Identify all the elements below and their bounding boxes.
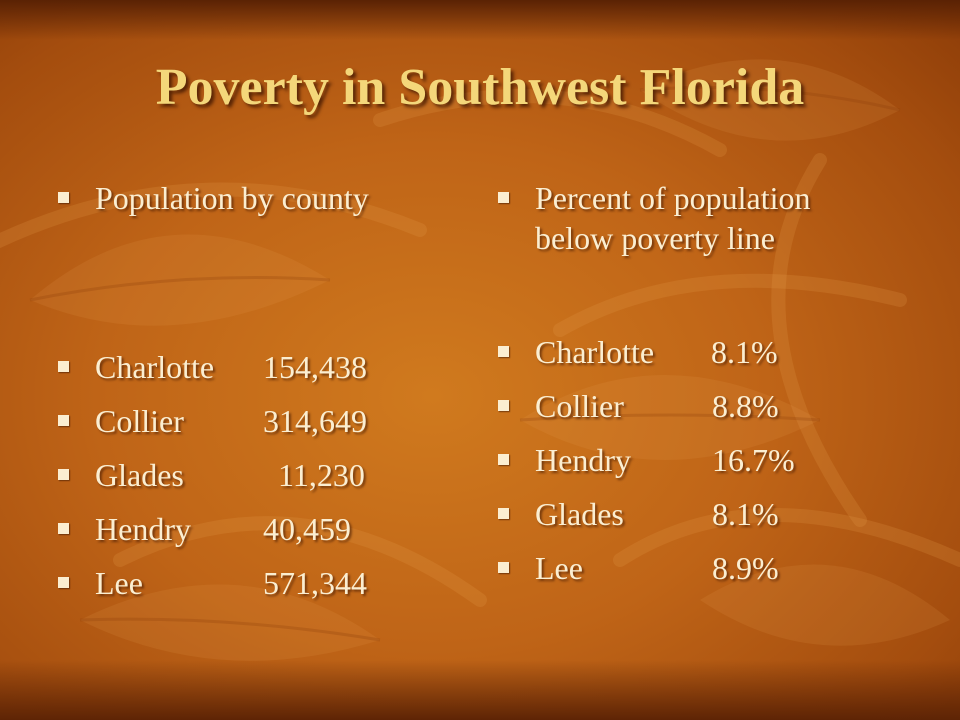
county-name: Charlotte	[535, 334, 655, 370]
poverty-percent: 8.1%	[711, 334, 778, 370]
list-item: Charlotte 8.1%	[498, 325, 778, 379]
list-item: Glades 11,230	[58, 448, 365, 502]
bottom-shadow-band	[0, 660, 960, 720]
population-heading-item: Population by county	[58, 178, 369, 218]
square-bullet-icon	[58, 469, 69, 480]
poverty-percent: 8.8%	[712, 388, 779, 424]
square-bullet-icon	[58, 192, 69, 203]
slide-title: Poverty in Southwest Florida	[155, 59, 805, 116]
square-bullet-icon	[58, 523, 69, 534]
poverty-percent: 8.9%	[712, 550, 779, 586]
list-item: Collier 314,649	[58, 394, 367, 448]
square-bullet-icon	[58, 361, 69, 372]
population-value: 154,438	[263, 349, 367, 385]
county-name: Hendry	[95, 511, 191, 547]
county-name: Collier	[535, 388, 624, 424]
list-item: Glades 8.1%	[498, 487, 779, 541]
list-item: Hendry 16.7%	[498, 433, 795, 487]
population-value: 314,649	[263, 403, 367, 439]
county-name: Hendry	[535, 442, 631, 478]
county-name: Glades	[95, 457, 184, 493]
poverty-list: Charlotte 8.1% Collier 8.8% Hendry 16.7%…	[498, 325, 795, 595]
poverty-column: Percent of population below poverty line	[498, 178, 810, 258]
county-name: Lee	[95, 565, 143, 601]
population-value: 571,344	[263, 565, 367, 601]
population-value: 40,459	[263, 511, 351, 547]
county-name: Glades	[535, 496, 624, 532]
list-item: Collier 8.8%	[498, 379, 779, 433]
poverty-heading-line1: Percent of population	[535, 180, 811, 216]
population-column: Population by county	[58, 178, 369, 218]
square-bullet-icon	[498, 454, 509, 465]
poverty-percent: 16.7%	[712, 442, 795, 478]
list-item: Charlotte 154,438	[58, 340, 367, 394]
square-bullet-icon	[498, 346, 509, 357]
square-bullet-icon	[498, 508, 509, 519]
square-bullet-icon	[58, 415, 69, 426]
poverty-heading-item: Percent of population below poverty line	[498, 178, 810, 258]
county-name: Collier	[95, 403, 184, 439]
county-name: Charlotte	[95, 349, 215, 385]
list-item: Lee 8.9%	[498, 541, 779, 595]
population-list: Charlotte 154,438 Collier 314,649 Glades…	[58, 340, 367, 610]
square-bullet-icon	[498, 562, 509, 573]
list-item: Hendry 40,459	[58, 502, 351, 556]
list-item: Lee 571,344	[58, 556, 367, 610]
population-heading: Population by county	[95, 180, 369, 216]
square-bullet-icon	[58, 577, 69, 588]
population-value: 11,230	[278, 457, 365, 493]
poverty-percent: 8.1%	[712, 496, 779, 532]
square-bullet-icon	[498, 192, 509, 203]
county-name: Lee	[535, 550, 583, 586]
top-shadow-band	[0, 0, 960, 40]
square-bullet-icon	[498, 400, 509, 411]
poverty-heading-line2: below poverty line	[535, 220, 775, 256]
